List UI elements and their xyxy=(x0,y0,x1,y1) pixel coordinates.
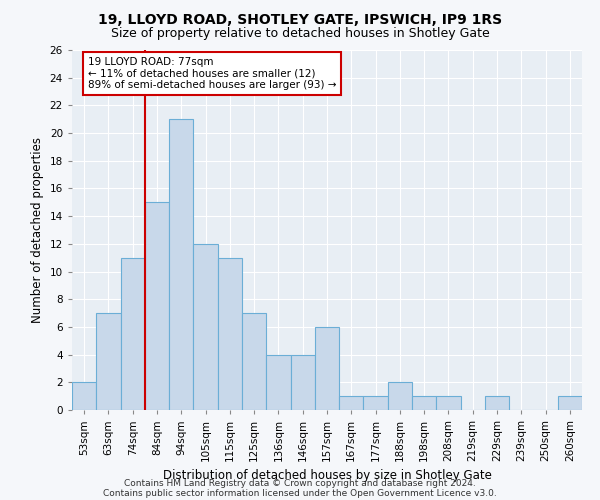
X-axis label: Distribution of detached houses by size in Shotley Gate: Distribution of detached houses by size … xyxy=(163,470,491,482)
Bar xyxy=(388,382,412,410)
Bar xyxy=(412,396,436,410)
Text: 19 LLOYD ROAD: 77sqm
← 11% of detached houses are smaller (12)
89% of semi-detac: 19 LLOYD ROAD: 77sqm ← 11% of detached h… xyxy=(88,57,336,90)
Bar xyxy=(290,354,315,410)
Bar xyxy=(436,396,461,410)
Text: Size of property relative to detached houses in Shotley Gate: Size of property relative to detached ho… xyxy=(110,28,490,40)
Bar xyxy=(558,396,582,410)
Text: Contains HM Land Registry data © Crown copyright and database right 2024.: Contains HM Land Registry data © Crown c… xyxy=(124,478,476,488)
Bar xyxy=(96,313,121,410)
Text: Contains public sector information licensed under the Open Government Licence v3: Contains public sector information licen… xyxy=(103,488,497,498)
Bar xyxy=(266,354,290,410)
Bar xyxy=(218,258,242,410)
Bar xyxy=(315,327,339,410)
Bar xyxy=(145,202,169,410)
Bar xyxy=(169,119,193,410)
Bar xyxy=(339,396,364,410)
Bar xyxy=(242,313,266,410)
Bar xyxy=(485,396,509,410)
Y-axis label: Number of detached properties: Number of detached properties xyxy=(31,137,44,323)
Bar xyxy=(72,382,96,410)
Bar xyxy=(121,258,145,410)
Bar xyxy=(364,396,388,410)
Text: 19, LLOYD ROAD, SHOTLEY GATE, IPSWICH, IP9 1RS: 19, LLOYD ROAD, SHOTLEY GATE, IPSWICH, I… xyxy=(98,12,502,26)
Bar xyxy=(193,244,218,410)
